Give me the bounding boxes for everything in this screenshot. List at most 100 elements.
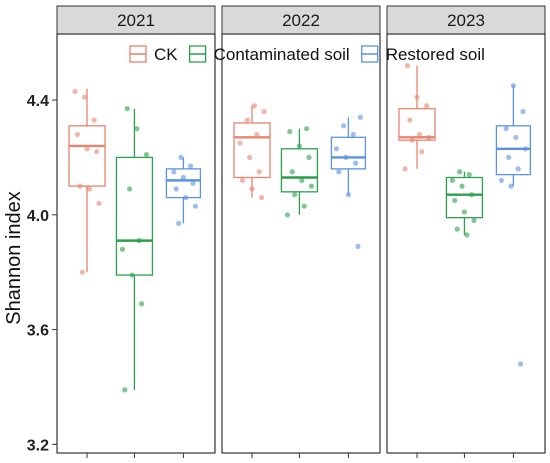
data-point [296,143,303,149]
data-point [134,126,140,132]
data-point [129,272,135,278]
data-point [304,126,310,132]
facet-label: 2021 [117,11,155,30]
data-point [407,117,413,123]
data-point [96,200,102,206]
data-point [426,134,432,140]
y-tick-label: 3.6 [27,323,49,340]
legend-item-restored-soil: Restored soil [361,45,485,64]
data-point [449,177,456,183]
data-point [247,154,253,161]
data-point [249,186,255,192]
box-2023-restored-soil [495,83,532,367]
data-point [402,166,408,172]
panels-layer: 2021 2022 2023 [56,5,546,458]
panel-frame [56,33,216,454]
data-point [84,146,90,152]
legend-label: CK [154,45,178,64]
data-point [513,134,519,140]
facet-panel-2023: 2023 [386,5,546,458]
data-point [350,131,356,138]
data-point [143,151,150,158]
box-iqr [68,125,106,187]
box-iqr [280,148,319,193]
data-point [91,117,97,123]
data-point [188,163,194,169]
data-point [259,194,265,201]
data-point [127,186,133,192]
data-point [506,154,512,161]
data-point [256,169,262,175]
data-point [345,192,351,198]
panel-frame [386,33,546,454]
data-point [139,301,145,307]
y-tick-label: 4.4 [27,93,49,110]
y-axis-title: Shannon index [3,191,25,324]
data-point [341,123,347,129]
data-point [171,169,177,175]
data-point [457,169,463,175]
data-point [343,154,349,161]
data-point [510,83,516,89]
data-point [192,203,198,209]
data-point [119,246,126,252]
data-point [289,169,295,175]
box-iqr [233,122,271,179]
box-2023-ck [398,62,436,172]
data-point [522,146,529,152]
data-point [353,160,359,166]
data-point [287,128,293,135]
data-point [124,106,130,112]
data-point [414,94,420,100]
legend-label: Contaminated soil [214,45,350,64]
y-tick-label: 3.2 [27,437,49,454]
facet-label: 2023 [447,11,485,30]
data-point [459,183,465,189]
data-point [520,108,526,115]
data-point [72,88,78,94]
data-point [357,114,363,120]
data-point [180,174,186,181]
data-point [466,172,472,178]
box-iqr [495,125,532,176]
data-point [416,131,423,138]
data-point [176,220,182,227]
box-2022-ck [233,103,271,201]
box-iqr [398,107,436,141]
data-point [515,166,521,172]
facet-panel-2021: 2021 [56,5,216,458]
data-point [461,209,468,215]
facet-label: 2022 [282,11,320,30]
data-point [454,226,460,232]
data-point [251,103,258,109]
data-point [469,192,475,198]
box-2023-contaminated-soil [445,169,484,238]
legend-item-ck: CK [129,45,178,64]
data-point [122,387,128,393]
data-point [292,192,298,198]
data-point [86,186,93,192]
data-point [77,183,83,189]
data-point [452,197,458,204]
data-point [190,180,196,186]
data-point [254,131,260,138]
legend-label: Restored soil [386,45,485,64]
data-point [498,177,504,183]
data-point [424,103,430,109]
facet-strip [221,5,381,35]
facet-strip [386,5,546,35]
data-point [237,140,243,146]
data-point [261,108,267,115]
data-point [419,149,425,155]
data-point [306,154,312,161]
y-tick-label: 4.0 [27,208,49,225]
facet-strip [56,5,216,35]
box-2022-contaminated-soil [280,126,319,218]
box-2021-restored-soil [165,154,202,227]
facet-panel-2022: 2022 [221,5,381,458]
data-point [239,177,246,183]
box-iqr [445,176,484,219]
data-point [244,117,250,123]
data-point [79,269,85,275]
